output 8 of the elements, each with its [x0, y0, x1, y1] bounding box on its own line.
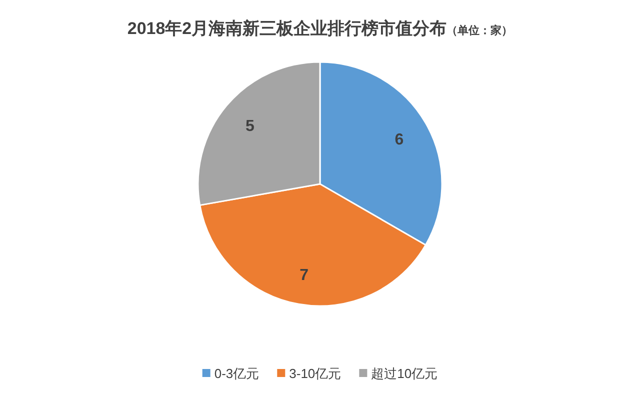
- data-label: 6: [394, 131, 404, 148]
- legend-label: 超过10亿元: [371, 366, 438, 381]
- legend-label: 0-3亿元: [214, 366, 260, 381]
- legend-label: 3-10亿元: [289, 366, 342, 381]
- data-label: 7: [300, 267, 309, 284]
- data-label: 5: [245, 118, 254, 136]
- chart-title: 2018年2月海南新三板企业排行榜市值分布: [127, 19, 447, 38]
- text: （单位：家）: [446, 24, 513, 37]
